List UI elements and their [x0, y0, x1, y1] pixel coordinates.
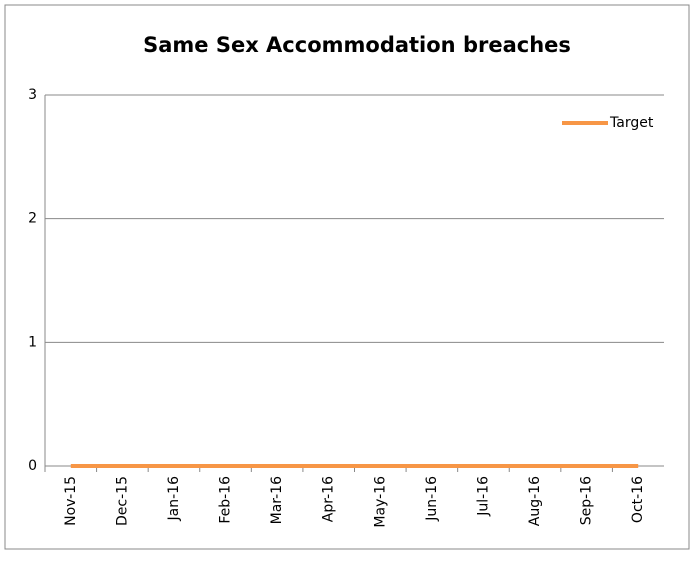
x-tick-label: Oct-16 [630, 476, 646, 523]
x-tick-label: Jan-16 [166, 476, 182, 522]
legend-label: Target [609, 115, 654, 131]
x-tick-label: Jun-16 [424, 476, 440, 522]
chart-frame [4, 4, 690, 550]
x-tick-label: Feb-16 [218, 476, 234, 524]
y-tick-label: 0 [28, 458, 37, 474]
x-tick-label: Dec-15 [114, 476, 130, 526]
y-tick-label: 1 [28, 334, 37, 350]
x-tick-label: Apr-16 [321, 476, 337, 522]
x-tick-label: Nov-15 [63, 476, 79, 526]
chart-title: Same Sex Accommodation breaches [143, 33, 571, 57]
x-tick-label: Aug-16 [527, 476, 543, 526]
y-tick-label: 3 [28, 87, 37, 103]
y-tick-label: 2 [28, 211, 37, 227]
x-tick-label: Sep-16 [579, 476, 595, 525]
x-tick-label: May-16 [372, 476, 388, 528]
x-tick-label: Mar-16 [269, 476, 285, 524]
x-tick-label: Jul-16 [475, 476, 491, 517]
